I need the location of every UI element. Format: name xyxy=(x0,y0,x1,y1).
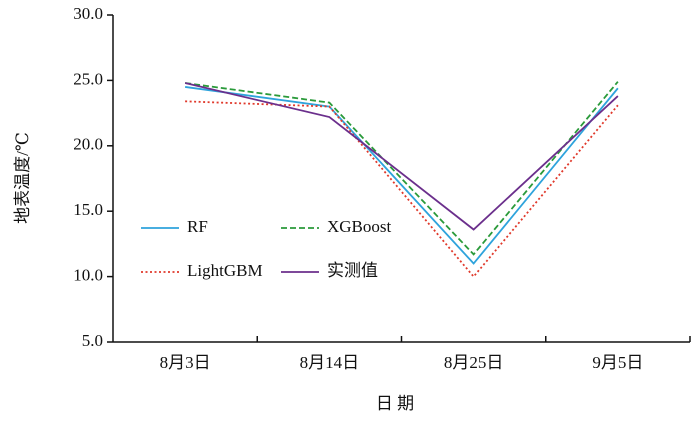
series-line xyxy=(185,100,619,278)
x-tick-label: 8月14日 xyxy=(300,353,360,372)
y-axis-label: 地表温度/℃ xyxy=(13,132,32,224)
y-tick-label: 20.0 xyxy=(73,135,103,154)
legend-label: XGBoost xyxy=(327,217,392,236)
y-tick-label: 15.0 xyxy=(73,200,103,219)
legend-label: LightGBM xyxy=(187,261,263,280)
y-tick-label: 10.0 xyxy=(73,266,103,285)
series-line xyxy=(184,82,619,231)
x-tick-label: 8月25日 xyxy=(444,353,504,372)
y-tick-label: 5.0 xyxy=(82,331,103,350)
series-line xyxy=(185,86,619,265)
series-line xyxy=(185,81,619,256)
y-tick-label: 30.0 xyxy=(73,4,103,23)
x-tick-label: 9月5日 xyxy=(592,353,643,372)
x-tick-label: 8月3日 xyxy=(160,353,211,372)
y-tick-label: 25.0 xyxy=(73,69,103,88)
legend-label: 实测值 xyxy=(327,261,378,280)
legend-label: RF xyxy=(187,217,208,236)
x-axis-label: 日 期 xyxy=(376,394,414,413)
